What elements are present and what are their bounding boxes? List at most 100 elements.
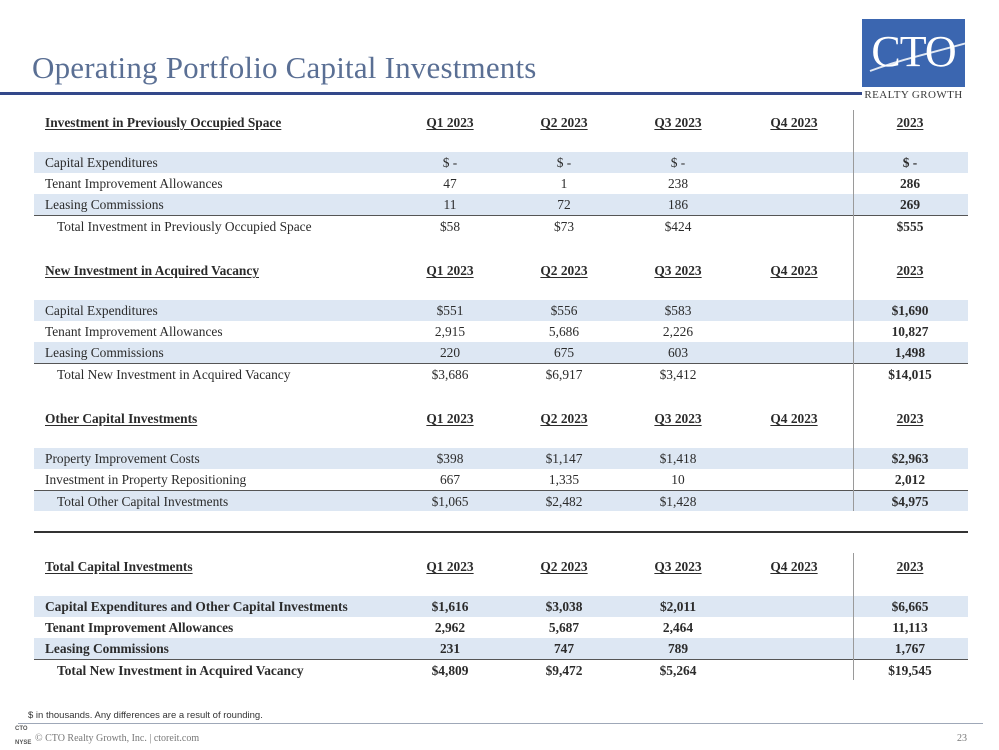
section-separator (34, 531, 968, 533)
section-title: Other Capital Investments (45, 411, 198, 426)
cell-q4 (742, 152, 846, 173)
row-label: Leasing Commissions (45, 641, 169, 656)
cell-q3: $1,418 (659, 451, 697, 466)
cell-q3: $583 (664, 303, 692, 318)
cell-q1: $ - (442, 155, 458, 170)
cell-year: 269 (899, 197, 921, 212)
cell-q4 (742, 321, 846, 342)
col-q1: Q1 2023 (426, 115, 474, 130)
cell-q2: $6,917 (545, 367, 583, 382)
cell-q1: 2,915 (434, 324, 466, 339)
col-q3: Q3 2023 (654, 559, 702, 574)
cell-q1: 47 (443, 176, 457, 191)
section-1-header: Investment in Previously Occupied Space … (34, 112, 968, 133)
cell-q3: 603 (667, 345, 689, 360)
cell-year: 2,012 (894, 472, 926, 487)
table-row: Tenant Improvement Allowances 47 1 238 2… (34, 173, 968, 194)
cell-q1: $398 (436, 451, 464, 466)
cell-q1: $551 (436, 303, 464, 318)
col-q1: Q1 2023 (426, 411, 474, 426)
col-q3: Q3 2023 (654, 411, 702, 426)
cell-year: $2,963 (891, 451, 929, 466)
table-row: Tenant Improvement Allowances 2,915 5,68… (34, 321, 968, 342)
col-q4: Q4 2023 (770, 263, 818, 278)
cell-q2: $ - (556, 155, 572, 170)
total-row: Total New Investment in Acquired Vacancy… (34, 363, 968, 384)
cell-year: $555 (896, 219, 924, 234)
row-label: Tenant Improvement Allowances (45, 176, 223, 191)
cell-q2: $3,038 (545, 599, 583, 614)
cell-q1: 231 (439, 641, 461, 656)
cell-q4 (742, 660, 846, 681)
cell-q3: $ - (670, 155, 686, 170)
cell-q1: $4,809 (431, 663, 469, 678)
cell-q1: $1,065 (431, 494, 469, 509)
col-q2: Q2 2023 (540, 411, 588, 426)
cell-q3: $2,011 (659, 599, 697, 614)
cell-q2: $556 (550, 303, 578, 318)
col-year: 2023 (896, 263, 924, 278)
table-row: Investment in Property Repositioning 667… (34, 469, 968, 490)
cell-q4 (742, 638, 846, 659)
cell-q1: $58 (439, 219, 461, 234)
cell-year: $1,690 (891, 303, 929, 318)
cell-q1: 11 (443, 197, 457, 212)
cell-q3: $5,264 (659, 663, 697, 678)
cell-q3: 186 (667, 197, 689, 212)
cell-year: $ - (902, 155, 918, 170)
cell-q3: $3,412 (659, 367, 697, 382)
table-row: Capital Expenditures $ - $ - $ - $ - (34, 152, 968, 173)
cell-q2: 72 (557, 197, 571, 212)
total-row: Total Investment in Previously Occupied … (34, 215, 968, 236)
cell-q4 (742, 448, 846, 469)
cell-q4 (742, 364, 846, 385)
cell-q3: 2,464 (662, 620, 694, 635)
year-column-divider (853, 553, 854, 680)
cell-q2: 675 (553, 345, 575, 360)
cell-year: $19,545 (888, 663, 932, 678)
col-q4: Q4 2023 (770, 115, 818, 130)
footer-copyright: © CTO Realty Growth, Inc. | ctoreit.com (35, 733, 200, 744)
company-logo: CTO (862, 19, 965, 87)
cell-q2: $2,482 (545, 494, 583, 509)
table-row: Property Improvement Costs $398 $1,147 $… (34, 448, 968, 469)
cell-q3: 238 (667, 176, 689, 191)
col-q2: Q2 2023 (540, 263, 588, 278)
col-year: 2023 (896, 559, 924, 574)
row-label: Capital Expenditures (45, 303, 158, 318)
cell-q2: 5,687 (548, 620, 580, 635)
cell-q3: 10 (671, 472, 685, 487)
section-title: Total Capital Investments (45, 559, 193, 574)
cell-q1: 220 (439, 345, 461, 360)
row-label: Total New Investment in Acquired Vacancy (57, 663, 304, 678)
col-q4: Q4 2023 (770, 559, 818, 574)
col-q4: Q4 2023 (770, 411, 818, 426)
col-q2: Q2 2023 (540, 115, 588, 130)
section-title: Investment in Previously Occupied Space (45, 115, 282, 130)
section-title: New Investment in Acquired Vacancy (45, 263, 260, 278)
row-label: Investment in Property Repositioning (45, 472, 247, 487)
cell-year: 1,498 (894, 345, 926, 360)
table-row: Leasing Commissions 220 675 603 1,498 (34, 342, 968, 363)
cell-q1: $3,686 (431, 367, 469, 382)
cell-q2: 1,335 (548, 472, 580, 487)
cell-q2: $9,472 (545, 663, 583, 678)
table-row: Tenant Improvement Allowances 2,962 5,68… (34, 617, 968, 638)
cell-q2: 747 (553, 641, 575, 656)
cell-q4 (742, 617, 846, 638)
total-row: Total Other Capital Investments $1,065 $… (34, 490, 968, 511)
col-year: 2023 (896, 115, 924, 130)
cell-year: 1,767 (894, 641, 926, 656)
cell-year: 10,827 (891, 324, 929, 339)
cell-q4 (742, 216, 846, 237)
cell-q4 (742, 194, 846, 215)
logo-subtitle: REALTY GROWTH (864, 89, 963, 101)
col-q3: Q3 2023 (654, 115, 702, 130)
section-4-header: Total Capital Investments Q1 2023 Q2 202… (34, 556, 968, 577)
section-2-header: New Investment in Acquired Vacancy Q1 20… (34, 260, 968, 281)
cell-year: 286 (899, 176, 921, 191)
cell-q1: $1,616 (431, 599, 469, 614)
cell-year: $14,015 (888, 367, 932, 382)
table-row: Capital Expenditures and Other Capital I… (34, 596, 968, 617)
cell-q3: 2,226 (662, 324, 694, 339)
